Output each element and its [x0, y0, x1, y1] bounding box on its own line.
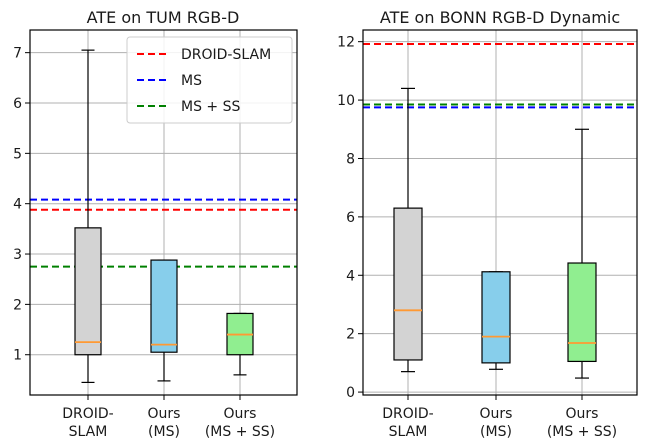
category-label: (MS + SS) — [205, 424, 275, 438]
category-label: DROID- — [382, 406, 434, 422]
y-tick-label: 2 — [13, 297, 22, 313]
legend-label: DROID-SLAM — [181, 47, 271, 63]
y-tick-label: 1 — [13, 348, 22, 364]
category-label: Ours — [480, 406, 513, 422]
y-tick-label: 4 — [346, 268, 355, 284]
legend: DROID-SLAM MS MS + SS — [126, 36, 293, 124]
legend-label: MS — [181, 73, 202, 89]
category-label: SLAM — [389, 424, 428, 438]
box — [567, 262, 597, 363]
box — [150, 259, 178, 353]
tum-panel: ATE on TUM RGB-D1234567DROID-SLAMOurs(MS… — [13, 8, 298, 438]
y-tick-label: 6 — [13, 96, 22, 112]
y-tick-label: 2 — [346, 327, 355, 343]
box — [481, 271, 511, 364]
y-tick-label: 5 — [13, 146, 22, 162]
plot-frame — [362, 29, 638, 396]
y-tick-label: 8 — [346, 151, 355, 167]
y-tick-label: 12 — [337, 35, 355, 51]
y-tick-label: 4 — [13, 197, 22, 213]
category-label: (MS) — [148, 424, 180, 438]
category-label: (MS + SS) — [547, 424, 617, 438]
category-label: (MS) — [480, 424, 512, 438]
category-label: DROID- — [62, 406, 114, 422]
y-tick-label: 10 — [337, 93, 355, 109]
box — [393, 207, 423, 361]
plot-frame — [29, 29, 298, 396]
category-label: Ours — [148, 406, 181, 422]
chart-title: ATE on TUM RGB-D — [87, 8, 240, 27]
category-label: Ours — [224, 406, 257, 422]
chart-title: ATE on BONN RGB-D Dynamic — [380, 8, 620, 27]
y-tick-label: 7 — [13, 46, 22, 62]
box — [74, 227, 102, 356]
bonn-panel: ATE on BONN RGB-D Dynamic 0 2 4 6 8 10 12 DROID-… — [337, 8, 638, 438]
y-tick-label: 0 — [346, 385, 355, 401]
legend-box — [126, 36, 293, 124]
legend-label: MS + SS — [181, 99, 240, 115]
y-tick-label: 3 — [13, 247, 22, 263]
category-label: Ours — [566, 406, 599, 422]
y-tick-label: 6 — [346, 210, 355, 226]
category-label: SLAM — [69, 424, 108, 438]
